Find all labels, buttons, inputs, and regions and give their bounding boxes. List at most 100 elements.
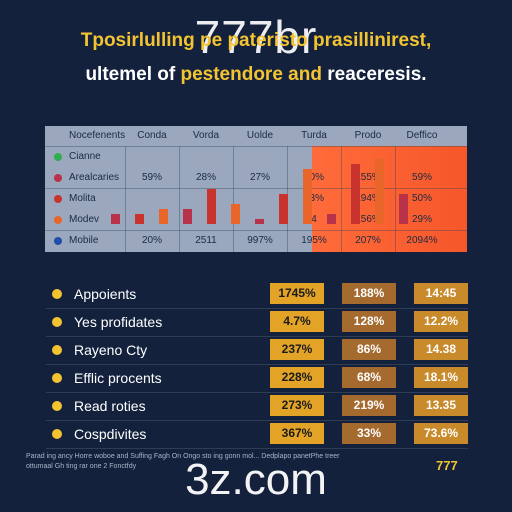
bar-mark xyxy=(303,169,312,224)
table-row: Mobile 20% 2511 997% 195% 207% 2094% xyxy=(45,230,467,251)
table-cell: 20% xyxy=(303,171,324,183)
legend-dot xyxy=(54,215,62,224)
row-label: Molita xyxy=(69,192,96,204)
row-divider xyxy=(45,146,467,147)
bar-mark xyxy=(399,194,408,224)
subtitle-highlight: pestendore and xyxy=(180,64,322,85)
table-cell: 2094% xyxy=(406,234,438,246)
watermark-top: 777br xyxy=(194,11,318,63)
list-item-label: Yes profidates xyxy=(74,314,163,330)
list-item-label: Rayeno Cty xyxy=(74,342,148,358)
table-cell: 155% xyxy=(355,171,381,183)
list-item: Cospdivites 367% 33% 73.6% xyxy=(46,420,468,449)
table-cell: 195% xyxy=(301,234,327,246)
value-cell: 14:45 xyxy=(414,283,468,304)
row-label: Arealcaries xyxy=(69,171,120,183)
table-cell: 13% xyxy=(303,192,324,204)
bar-mark xyxy=(255,219,264,224)
value-cell: 188% xyxy=(342,283,396,304)
legend-dot xyxy=(54,152,62,161)
list-item: Read roties 273% 219% 13.35 xyxy=(46,392,468,421)
page-title: Tposirlulling pe pateristo prasillinires… xyxy=(80,30,432,51)
bar-mark xyxy=(375,159,384,224)
bar-mark xyxy=(327,214,336,224)
bullet-dot xyxy=(52,401,62,411)
table-cell: 27% xyxy=(249,171,270,183)
header-cell: Nocefenents xyxy=(69,130,126,141)
bar-mark xyxy=(159,209,168,224)
table-row: Cianne xyxy=(45,146,467,167)
bar-mark xyxy=(279,194,288,224)
value-cell: 237% xyxy=(270,339,324,360)
table-cell: 194% xyxy=(355,192,381,204)
table-row: Molita 13% 194% 50% xyxy=(45,188,467,209)
list-item-label: Read roties xyxy=(74,398,146,414)
bar-mark xyxy=(135,214,144,224)
value-cell: 14.38 xyxy=(414,339,468,360)
value-cell: 228% xyxy=(270,367,324,388)
column-divider xyxy=(125,146,126,252)
value-cell: 367% xyxy=(270,423,324,444)
bar-mark xyxy=(111,214,120,224)
table-cell: 207% xyxy=(355,234,381,246)
page-subtitle: ultemel of pestendore and reaceresis. xyxy=(0,64,512,86)
bullet-dot xyxy=(52,345,62,355)
row-label: Mobile xyxy=(69,234,99,246)
row-divider xyxy=(45,230,467,231)
column-divider xyxy=(179,146,180,252)
header-cell: Turda xyxy=(301,130,327,141)
header-cell: Conda xyxy=(137,130,167,141)
value-cell: 12.2% xyxy=(414,311,468,332)
list-item: Rayeno Cty 237% 86% 14.38 xyxy=(46,336,468,365)
list-item-label: Appoients xyxy=(74,286,137,302)
bar-mark xyxy=(207,189,216,224)
column-divider xyxy=(341,146,342,252)
header-cell: Vorda xyxy=(192,130,220,141)
table-cell: 156% xyxy=(355,213,381,225)
table-cell: 59% xyxy=(141,171,162,183)
bullet-dot xyxy=(52,317,62,327)
row-label: Modev xyxy=(69,213,100,225)
footer-brand: 777 xyxy=(436,458,458,473)
table-cell: 4 xyxy=(311,213,317,225)
legend-dot xyxy=(54,194,62,203)
highlight-region xyxy=(312,146,467,252)
list-item-label: Cospdivites xyxy=(74,426,147,442)
row-divider xyxy=(45,188,467,189)
list-item: Yes profidates 4.7% 128% 12.2% xyxy=(46,308,468,337)
bar-mark xyxy=(351,164,360,224)
table-cell: 59% xyxy=(411,171,432,183)
bullet-dot xyxy=(52,289,62,299)
data-table-panel: Nocefenents Conda Vorda Uolde Turda Prod… xyxy=(45,126,467,252)
bar-mark xyxy=(231,204,240,224)
value-cell: 128% xyxy=(342,311,396,332)
subtitle-post: reaceresis. xyxy=(321,64,427,85)
watermark-bottom: 3z.com xyxy=(185,455,327,504)
header-cell: Deffico xyxy=(406,130,438,141)
legend-dot xyxy=(54,236,62,245)
subtitle-pre: ultemel of xyxy=(85,64,181,85)
bar-mark xyxy=(183,209,192,224)
footer-text: Parad ing ancy Horre woboe and Suffing F… xyxy=(26,453,340,470)
list-item-label: Efflic procents xyxy=(74,370,162,386)
bullet-dot xyxy=(52,429,62,439)
value-cell: 219% xyxy=(342,395,396,416)
table-cell: 28% xyxy=(195,171,216,183)
legend-dot xyxy=(54,173,62,182)
value-cell: 68% xyxy=(342,367,396,388)
list-item: Appoients 1745% 188% 14:45 xyxy=(46,280,468,309)
row-label: Cianne xyxy=(69,150,101,162)
table-cell: 29% xyxy=(411,213,432,225)
value-cell: 86% xyxy=(342,339,396,360)
table-row: Arealcaries 59% 28% 27% 20% 155% 59% xyxy=(45,167,467,188)
list-item: Efflic procents 228% 68% 18.1% xyxy=(46,364,468,393)
header-cell: Uolde xyxy=(246,130,274,141)
table-cell: 997% xyxy=(247,234,273,246)
table-cell: 20% xyxy=(141,234,162,246)
table-cell: 50% xyxy=(411,192,432,204)
value-cell: 273% xyxy=(270,395,324,416)
header-cell: Prodo xyxy=(354,130,382,141)
table-header-row: Nocefenents Conda Vorda Uolde Turda Prod… xyxy=(45,126,467,146)
value-cell: 33% xyxy=(342,423,396,444)
value-cell: 4.7% xyxy=(270,311,324,332)
